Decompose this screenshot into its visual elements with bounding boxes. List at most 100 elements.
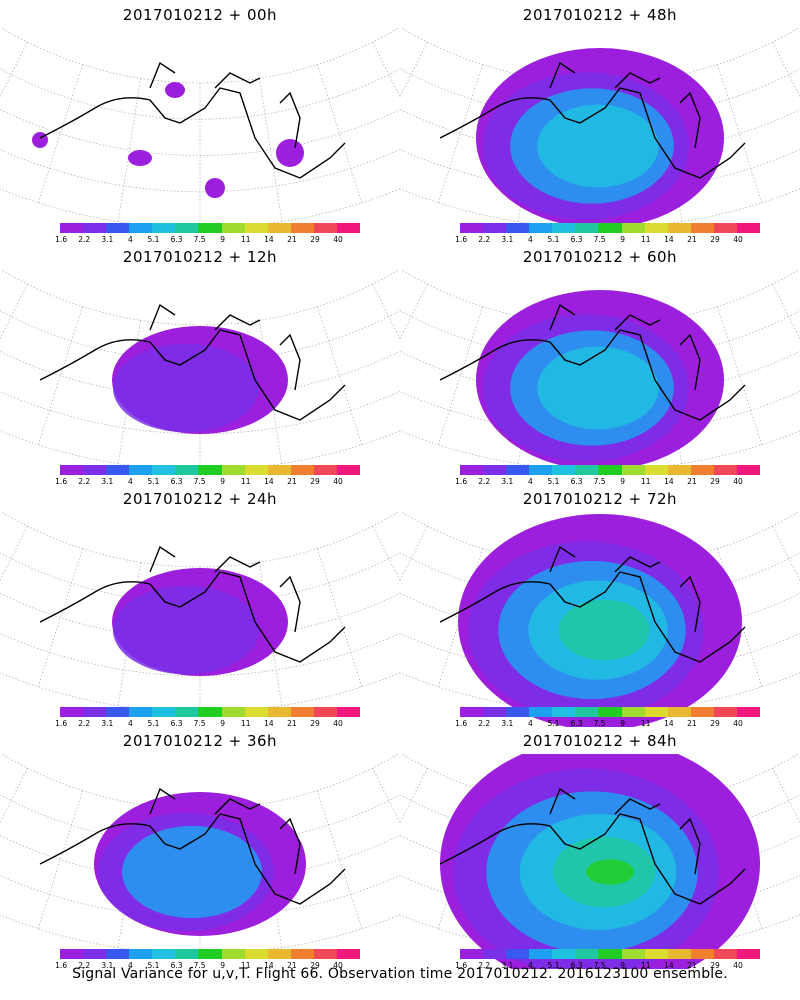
colorbar-swatch [690,949,714,959]
colorbar-tick-label: 29 [710,961,720,970]
colorbar-swatch [529,465,553,475]
colorbar-tick-label: 4 [527,961,533,970]
colorbar-swatch [483,949,507,959]
variance-patch [165,82,185,98]
colorbar-tick-label: 4 [527,477,533,486]
colorbar-tick-label: 14 [664,235,674,244]
colorbar-tick-label: 29 [310,235,320,244]
colorbar-swatch [713,465,737,475]
colorbar-swatch [129,949,153,959]
map-panel: 2017010212 + 72h 1.6 2.2 3.1 4 5.1 6.3 7.5 9 11 14… [400,484,800,729]
meridian-gridline [117,78,141,222]
colorbar-swatch [460,707,484,717]
colorbar-swatch [60,949,84,959]
colorbar-swatch [106,949,130,959]
meridian-gridline [0,767,28,824]
colorbar-tick-label: 6.3 [170,961,183,970]
meridian-gridline [37,64,83,203]
colorbar-tick-label: 2.2 [78,235,91,244]
colorbar-tick-label: 5.1 [547,477,560,486]
colorbar-tick-label: 29 [310,961,320,970]
map-sector [400,512,800,727]
colorbar-tick-label: 2.2 [478,719,491,728]
colorbar-swatch [129,465,153,475]
colorbar-swatch [713,707,737,717]
panel-title: 2017010212 + 00h [122,6,278,24]
colorbar-tick-label: 14 [664,961,674,970]
colorbar-swatch [244,707,268,717]
colorbar-swatch [529,949,553,959]
colorbar-tick-label: 21 [687,719,697,728]
colorbar [460,465,761,475]
colorbar-swatch [713,223,737,233]
map-panel: 2017010212 + 36h 1.6 2.2 3.1 4 5.1 6.3 7.5 9 11 14… [0,726,400,971]
latitude-gridline [1,512,399,568]
colorbar-labels: 1.6 2.2 3.1 4 5.1 6.3 7.5 9 11 14 21 29 40 [455,961,760,971]
colorbar-swatch [460,949,484,959]
colorbar-labels: 1.6 2.2 3.1 4 5.1 6.3 7.5 9 11 14 21 29 40 [55,477,360,487]
colorbar-tick-label: 40 [333,235,343,244]
meridian-gridline [437,306,483,445]
colorbar-swatch [60,707,84,717]
colorbar-swatch [175,707,199,717]
meridian-gridline [372,525,400,582]
colorbar-swatch [106,707,130,717]
colorbar-swatch [290,949,314,959]
meridian-gridline [400,525,428,582]
colorbar-tick-label: 2.2 [78,961,91,970]
colorbar-tick-label: 1.6 [455,719,468,728]
colorbar-tick-label: 11 [240,235,251,244]
variance-patch [128,150,152,166]
colorbar-swatch [552,223,576,233]
colorbar-swatch [713,949,737,959]
colorbar-swatch [267,707,291,717]
colorbar-swatch [83,465,107,475]
coastline [439,303,746,421]
colorbar-tick-label: 7.5 [593,719,606,728]
colorbar-swatch [690,223,714,233]
meridian-gridline [772,283,800,340]
colorbar-tick-label: 4 [127,235,133,244]
colorbar-tick-label: 14 [664,477,674,486]
colorbar-swatch [598,949,622,959]
colorbar-swatch [244,223,268,233]
colorbar-swatch [313,949,337,959]
meridian-gridline [400,767,428,824]
colorbar-tick-label: 6.3 [570,477,583,486]
colorbar-tick-label: 40 [333,719,343,728]
colorbar-swatch [506,949,530,959]
coastline [439,545,746,663]
colorbar-tick-label: 2.2 [478,961,491,970]
map-sector [0,270,400,471]
colorbar-swatch [575,465,599,475]
colorbar-tick-label: 14 [264,961,274,970]
colorbar-swatch [621,949,645,959]
colorbar-tick-label: 6.3 [570,719,583,728]
colorbar-tick-label: 6.3 [170,719,183,728]
colorbar [60,465,361,475]
colorbar-swatch [313,223,337,233]
colorbar-tick-label: 4 [127,719,133,728]
colorbar-tick-label: 1.6 [455,477,468,486]
colorbar-tick-label: 3.1 [101,719,114,728]
variance-patch [122,825,262,919]
colorbar-tick-label: 5.1 [547,719,560,728]
meridian-gridline [37,548,83,687]
colorbar-swatch [198,949,222,959]
colorbar-swatch [506,465,530,475]
latitude-gridline [1,270,399,326]
panel-title: 2017010212 + 24h [122,490,278,508]
colorbar-tick-label: 3.1 [501,477,514,486]
colorbar-swatch [221,707,245,717]
coastline [39,303,346,421]
colorbar-tick-label: 3.1 [501,719,514,728]
colorbar-swatch [736,707,761,717]
colorbar-swatch [598,707,622,717]
map-panel: 2017010212 + 12h 1.6 2.2 3.1 4 5.1 6.3 7.5 9 11 14… [0,242,400,487]
colorbar-tick-label: 7.5 [193,477,206,486]
colorbar-tick-label: 29 [710,477,720,486]
colorbar-swatch [175,949,199,959]
colorbar-tick-label: 5.1 [547,235,560,244]
latitude-gridline [0,68,400,120]
colorbar-swatch [336,949,361,959]
